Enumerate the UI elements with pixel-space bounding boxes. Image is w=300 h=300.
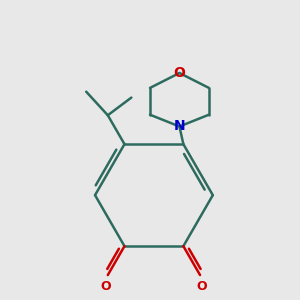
Text: O: O [197, 280, 207, 293]
Text: N: N [174, 119, 185, 134]
Text: O: O [173, 66, 185, 80]
Text: O: O [100, 280, 111, 293]
